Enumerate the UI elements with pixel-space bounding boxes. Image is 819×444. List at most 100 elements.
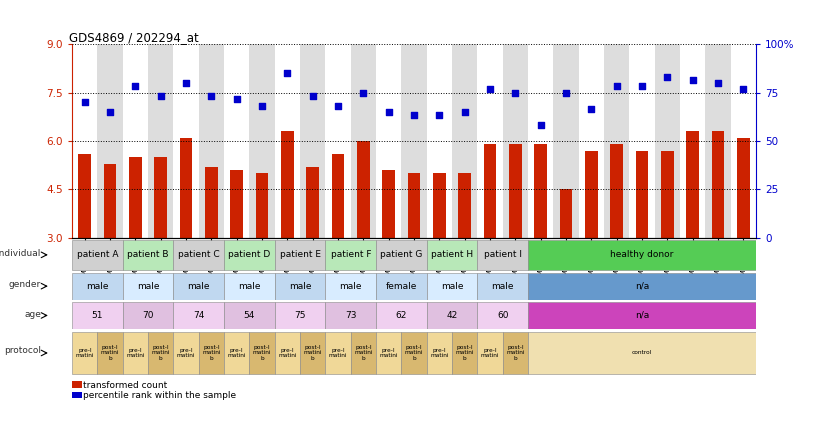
Bar (351, 44, 376, 238)
Text: n/a: n/a (634, 281, 649, 291)
Bar (351, 332, 376, 374)
Bar (224, 332, 249, 374)
Bar (679, 44, 704, 238)
Point (129, 83, 142, 90)
Bar (72, 392, 82, 398)
Bar (553, 44, 578, 238)
Point (686, 76, 699, 83)
Point (256, 102, 269, 109)
Bar (274, 273, 325, 300)
Bar (376, 239, 426, 270)
Point (103, 108, 116, 115)
Bar (376, 302, 426, 329)
Bar (477, 302, 527, 329)
Bar (426, 44, 451, 238)
Bar (174, 302, 224, 329)
Text: pre-I
matini: pre-I matini (177, 348, 195, 358)
Bar (224, 44, 249, 238)
Point (559, 89, 572, 96)
Bar (281, 131, 293, 238)
Text: healthy donor: healthy donor (609, 250, 673, 259)
Text: 51: 51 (92, 311, 103, 320)
Bar (325, 302, 376, 329)
Bar (332, 154, 344, 238)
Bar (174, 44, 198, 238)
Bar (198, 44, 224, 238)
Text: male: male (339, 281, 361, 291)
Text: male: male (441, 281, 463, 291)
Bar (509, 144, 521, 238)
Text: 74: 74 (193, 311, 204, 320)
Bar (376, 44, 401, 238)
Text: male: male (137, 281, 159, 291)
Text: patient F: patient F (330, 250, 370, 259)
Text: male: male (238, 281, 260, 291)
Bar (527, 332, 755, 374)
Text: patient A: patient A (77, 250, 118, 259)
Bar (477, 273, 527, 300)
Bar (660, 151, 673, 238)
Text: n/a: n/a (634, 311, 649, 320)
Text: post-I
matini
b: post-I matini b (303, 345, 322, 361)
Text: pre-I
matini: pre-I matini (379, 348, 397, 358)
Text: 62: 62 (396, 311, 406, 320)
Bar (458, 173, 471, 238)
Text: pre-I
matini: pre-I matini (278, 348, 296, 358)
Text: individual: individual (0, 249, 41, 258)
Bar (604, 44, 629, 238)
Point (78, 99, 91, 106)
Bar (72, 332, 97, 374)
Bar (224, 239, 274, 270)
Text: female: female (385, 281, 417, 291)
Bar (230, 170, 242, 238)
Bar (578, 44, 604, 238)
Point (305, 92, 319, 99)
Text: post-I
matini
b: post-I matini b (405, 345, 423, 361)
Bar (704, 44, 730, 238)
Text: pre-I
matini: pre-I matini (328, 348, 347, 358)
Bar (325, 239, 376, 270)
Bar (256, 173, 268, 238)
Bar (148, 332, 174, 374)
Point (230, 95, 243, 103)
Bar (205, 167, 218, 238)
Point (458, 108, 471, 115)
Text: 73: 73 (345, 311, 356, 320)
Bar (274, 332, 300, 374)
Text: male: male (86, 281, 109, 291)
Bar (72, 381, 82, 388)
Bar (249, 332, 274, 374)
Bar (123, 44, 148, 238)
Bar (123, 239, 174, 270)
Bar (451, 44, 477, 238)
Point (356, 89, 369, 96)
Point (432, 112, 446, 119)
Bar (559, 189, 572, 238)
Bar (401, 332, 426, 374)
Text: post-I
matini
b: post-I matini b (101, 345, 120, 361)
Bar (300, 332, 325, 374)
Bar (585, 151, 597, 238)
Bar (426, 273, 477, 300)
Bar (123, 273, 174, 300)
Bar (401, 44, 426, 238)
Bar (129, 157, 142, 238)
Text: control: control (631, 350, 651, 356)
Text: male: male (288, 281, 311, 291)
Point (281, 70, 294, 77)
Bar (527, 239, 755, 270)
Bar (629, 44, 654, 238)
Bar (306, 167, 319, 238)
Text: patient H: patient H (431, 250, 473, 259)
Bar (477, 332, 502, 374)
Point (533, 121, 546, 128)
Text: percentile rank within the sample: percentile rank within the sample (84, 391, 236, 400)
Text: post-I
matini
b: post-I matini b (505, 345, 524, 361)
Bar (72, 273, 123, 300)
Point (609, 83, 622, 90)
Point (711, 79, 724, 87)
Text: patient G: patient G (380, 250, 422, 259)
Point (205, 92, 218, 99)
Point (509, 89, 522, 96)
Text: patient D: patient D (228, 250, 270, 259)
